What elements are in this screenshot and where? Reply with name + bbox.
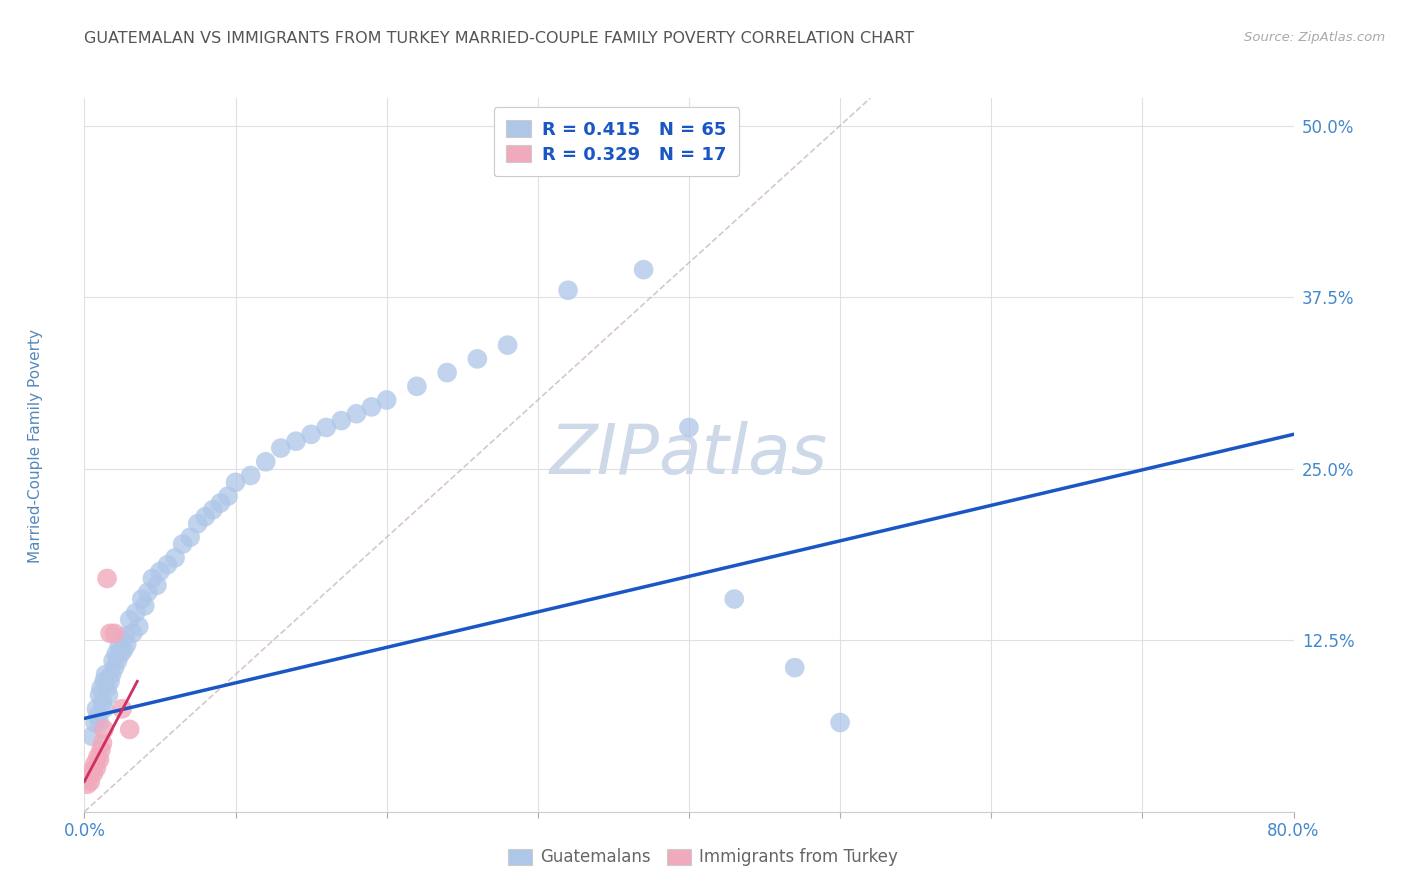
Point bbox=[496, 338, 519, 352]
Point bbox=[101, 654, 124, 668]
Point bbox=[91, 736, 114, 750]
Point bbox=[86, 761, 108, 775]
Point bbox=[104, 660, 127, 674]
Point bbox=[467, 351, 489, 366]
Point bbox=[179, 530, 201, 544]
Point bbox=[315, 420, 337, 434]
Point bbox=[90, 743, 112, 757]
Point bbox=[112, 642, 135, 657]
Point bbox=[141, 571, 163, 585]
Point bbox=[299, 427, 322, 442]
Point bbox=[284, 434, 308, 449]
Point bbox=[94, 667, 117, 681]
Point bbox=[107, 654, 129, 668]
Point bbox=[557, 283, 579, 297]
Point bbox=[89, 688, 111, 702]
Point bbox=[783, 660, 806, 674]
Point bbox=[125, 606, 148, 620]
Point bbox=[134, 599, 156, 613]
Point bbox=[96, 571, 118, 585]
Point bbox=[100, 667, 122, 681]
Point bbox=[98, 626, 121, 640]
Text: Source: ZipAtlas.com: Source: ZipAtlas.com bbox=[1244, 31, 1385, 45]
Legend: Guatemalans, Immigrants from Turkey: Guatemalans, Immigrants from Turkey bbox=[501, 840, 905, 875]
Point bbox=[98, 674, 121, 689]
Point bbox=[84, 756, 107, 771]
Point bbox=[76, 777, 98, 791]
Point bbox=[93, 702, 115, 716]
Point bbox=[406, 379, 429, 393]
Point bbox=[87, 708, 110, 723]
Point bbox=[87, 749, 110, 764]
Point bbox=[187, 516, 209, 531]
Point bbox=[118, 613, 141, 627]
Point bbox=[93, 674, 115, 689]
Point bbox=[111, 633, 134, 648]
Point bbox=[97, 688, 120, 702]
Point bbox=[194, 509, 217, 524]
Point bbox=[436, 366, 458, 380]
Point bbox=[118, 723, 141, 737]
Point bbox=[91, 695, 114, 709]
Point bbox=[146, 578, 169, 592]
Point bbox=[254, 455, 277, 469]
Point bbox=[360, 400, 382, 414]
Point bbox=[163, 550, 186, 565]
Point bbox=[80, 729, 103, 743]
Point bbox=[114, 629, 136, 643]
Point bbox=[111, 702, 134, 716]
Point bbox=[90, 681, 112, 696]
Point bbox=[93, 723, 115, 737]
Point bbox=[217, 489, 239, 503]
Point bbox=[172, 537, 194, 551]
Point bbox=[128, 619, 150, 633]
Point bbox=[330, 414, 353, 428]
Point bbox=[105, 647, 128, 661]
Point bbox=[131, 592, 153, 607]
Point bbox=[270, 441, 292, 455]
Point bbox=[375, 392, 398, 407]
Point bbox=[678, 420, 700, 434]
Point bbox=[149, 565, 172, 579]
Point bbox=[225, 475, 247, 490]
Point bbox=[115, 637, 138, 651]
Point bbox=[209, 496, 232, 510]
Point bbox=[89, 753, 111, 767]
Point bbox=[136, 585, 159, 599]
Point bbox=[201, 503, 224, 517]
Point bbox=[346, 407, 368, 421]
Point bbox=[80, 764, 103, 778]
Point bbox=[82, 766, 104, 780]
Point bbox=[104, 626, 127, 640]
Text: Married-Couple Family Poverty: Married-Couple Family Poverty bbox=[28, 329, 42, 563]
Point bbox=[110, 647, 132, 661]
Point bbox=[79, 774, 101, 789]
Text: GUATEMALAN VS IMMIGRANTS FROM TURKEY MARRIED-COUPLE FAMILY POVERTY CORRELATION C: GUATEMALAN VS IMMIGRANTS FROM TURKEY MAR… bbox=[84, 31, 914, 46]
Point bbox=[86, 702, 108, 716]
Point bbox=[77, 771, 100, 785]
Point bbox=[239, 468, 262, 483]
Point bbox=[96, 681, 118, 696]
Point bbox=[84, 715, 107, 730]
Text: ZIPatlas: ZIPatlas bbox=[550, 421, 828, 489]
Point bbox=[108, 640, 131, 654]
Point bbox=[830, 715, 852, 730]
Point bbox=[633, 262, 655, 277]
Legend: R = 0.415   N = 65, R = 0.329   N = 17: R = 0.415 N = 65, R = 0.329 N = 17 bbox=[494, 107, 740, 177]
Point bbox=[89, 715, 111, 730]
Point bbox=[156, 558, 179, 572]
Point bbox=[121, 626, 143, 640]
Point bbox=[723, 592, 745, 607]
